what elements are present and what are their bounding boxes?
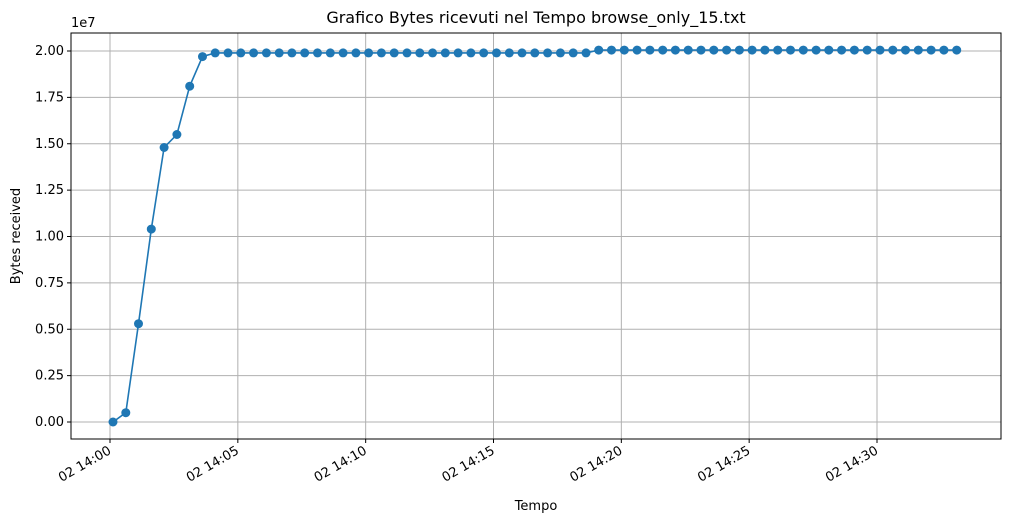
data-point	[581, 48, 591, 58]
data-point	[198, 52, 207, 62]
data-point	[466, 48, 476, 58]
y-offset-text: 1e7	[71, 16, 96, 31]
data-point	[338, 48, 348, 58]
data-point	[121, 408, 131, 418]
data-point	[619, 45, 629, 55]
data-point	[172, 130, 182, 139]
y-tick-label: 0.50	[35, 322, 64, 337]
data-point	[645, 45, 655, 55]
data-point	[402, 48, 412, 58]
grid-lines	[71, 33, 1001, 439]
y-axis-label: Bytes received	[9, 188, 24, 284]
data-point	[632, 45, 642, 55]
data-point	[453, 48, 463, 58]
data-point	[849, 45, 859, 55]
y-tick-label: 1.25	[35, 183, 64, 198]
data-point	[274, 48, 284, 58]
data-point	[492, 48, 501, 58]
data-point	[223, 48, 233, 58]
data-point	[261, 48, 271, 58]
data-point	[479, 48, 489, 58]
data-point	[236, 48, 246, 58]
data-point	[939, 45, 949, 55]
data-point	[773, 45, 783, 55]
data-point	[543, 48, 553, 58]
data-point	[607, 45, 616, 55]
data-point	[249, 48, 259, 58]
data-point	[901, 45, 910, 55]
y-tick-label: 1.00	[35, 230, 64, 245]
x-axis-label: Tempo	[514, 499, 558, 514]
data-point	[837, 45, 847, 55]
data-point	[134, 319, 143, 329]
data-point	[568, 48, 578, 58]
data-point	[159, 143, 169, 152]
data-point	[555, 48, 565, 58]
data-point	[670, 45, 680, 55]
data-point	[389, 48, 399, 58]
data-point	[696, 45, 706, 55]
data-point	[926, 45, 936, 55]
y-tick-label: 2.00	[35, 44, 64, 59]
y-tick-label: 0.75	[35, 276, 64, 291]
data-series	[108, 45, 962, 427]
data-point	[683, 45, 693, 55]
data-point	[376, 48, 386, 58]
data-point	[888, 45, 898, 55]
data-point	[786, 45, 795, 55]
data-point	[351, 48, 361, 58]
data-point	[722, 45, 732, 55]
data-point	[824, 45, 834, 55]
data-point	[875, 45, 885, 55]
data-point	[709, 45, 719, 55]
data-point	[185, 81, 195, 91]
data-point	[952, 45, 962, 55]
data-point	[594, 45, 604, 55]
y-tick-label: 1.50	[35, 137, 64, 152]
y-tick-label: 0.00	[35, 415, 64, 430]
data-point	[300, 48, 310, 58]
data-point	[760, 45, 770, 55]
data-point	[428, 48, 438, 58]
data-point	[313, 48, 322, 58]
data-point	[108, 417, 118, 427]
chart-title: Grafico Bytes ricevuti nel Tempo browse_…	[326, 8, 745, 28]
data-point	[364, 48, 374, 58]
data-point	[913, 45, 923, 55]
data-point	[517, 48, 527, 58]
data-point	[734, 45, 744, 55]
data-point	[210, 48, 220, 58]
data-point	[862, 45, 872, 55]
data-point	[811, 45, 821, 55]
data-point	[146, 224, 156, 234]
data-point	[287, 48, 297, 58]
y-tick-label: 1.75	[35, 90, 64, 105]
data-point	[747, 45, 757, 55]
data-point	[530, 48, 540, 58]
data-point	[798, 45, 808, 55]
data-point	[440, 48, 450, 58]
data-point	[415, 48, 425, 58]
data-point	[658, 45, 668, 55]
data-point	[504, 48, 514, 58]
y-tick-label: 0.25	[35, 369, 64, 384]
data-point	[325, 48, 335, 58]
